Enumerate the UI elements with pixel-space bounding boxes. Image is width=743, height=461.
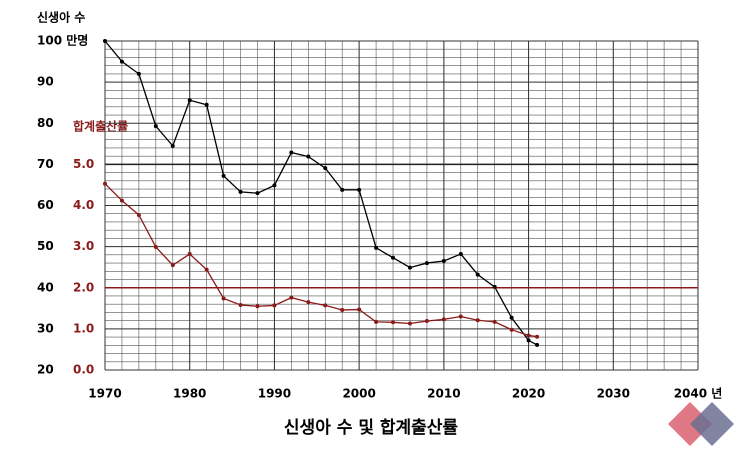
series-line <box>104 40 538 346</box>
point <box>153 124 158 129</box>
point <box>221 173 226 178</box>
point <box>535 342 540 347</box>
point <box>407 265 412 270</box>
point <box>119 59 124 64</box>
point <box>323 303 328 308</box>
point <box>509 315 514 320</box>
point <box>458 314 463 319</box>
point <box>407 321 412 326</box>
point <box>526 333 531 338</box>
y-tick-label: 90 <box>37 75 54 89</box>
point <box>170 263 175 268</box>
series-line <box>104 183 538 338</box>
point <box>441 259 446 264</box>
point <box>391 320 396 325</box>
point <box>289 295 294 300</box>
y-tick-label: 40 <box>37 280 54 294</box>
y-tick-label: 70 <box>37 157 54 171</box>
point <box>272 183 277 188</box>
y-tick-label: 30 <box>37 321 54 335</box>
point <box>475 318 480 323</box>
point <box>424 261 429 266</box>
point <box>204 102 209 107</box>
series-name: 합계출산률 <box>73 119 128 134</box>
point <box>441 317 446 322</box>
point <box>103 181 107 186</box>
point <box>221 296 226 301</box>
y2-tick-label: 4.0 <box>73 198 94 212</box>
y-tick-label: 60 <box>37 198 54 212</box>
x-tick-label: 1970 <box>88 387 121 401</box>
y-tick-label: 50 <box>37 239 54 253</box>
y2-tick-label: 3.0 <box>73 239 94 253</box>
point <box>509 327 514 332</box>
point <box>119 198 124 203</box>
x-tick-label: 2040 년 <box>674 387 723 401</box>
point <box>204 267 209 272</box>
point <box>255 191 260 196</box>
y2-tick-label: 5.0 <box>73 157 94 171</box>
point <box>255 304 260 309</box>
x-tick-label: 2020 <box>512 387 545 401</box>
point <box>289 150 294 155</box>
point <box>374 319 379 324</box>
y2-tick-label: 2.0 <box>73 280 94 294</box>
point <box>306 300 311 305</box>
point <box>340 187 345 192</box>
point <box>306 154 311 159</box>
point <box>374 245 379 250</box>
logo <box>668 402 734 446</box>
point <box>526 338 531 343</box>
x-tick-label: 2030 <box>597 387 630 401</box>
point <box>492 284 497 289</box>
point <box>238 303 243 308</box>
x-tick-label: 1980 <box>173 387 206 401</box>
point <box>340 307 345 312</box>
point <box>153 245 158 250</box>
y-tick-label: 20 <box>37 363 54 377</box>
x-tick-label: 1990 <box>258 387 291 401</box>
point <box>238 189 243 194</box>
point <box>357 187 362 192</box>
x-tick-label: 2000 <box>342 387 375 401</box>
point <box>357 307 362 312</box>
y-tick-label: 100 만명 <box>37 33 88 48</box>
point <box>323 166 328 171</box>
point <box>424 319 429 324</box>
series-name: 신생아 수 <box>37 10 85 25</box>
point <box>187 252 192 257</box>
point <box>475 272 480 277</box>
y2-tick-label: 1.0 <box>73 321 94 335</box>
point <box>391 255 396 260</box>
point <box>187 98 192 103</box>
y2-tick-label: 0.0 <box>73 363 94 377</box>
point <box>272 303 277 308</box>
point <box>136 71 141 76</box>
point <box>103 39 107 43</box>
y-tick-label: 80 <box>37 116 54 130</box>
point <box>458 252 463 257</box>
point <box>492 319 497 324</box>
point <box>535 334 540 339</box>
x-tick-label: 2010 <box>427 387 460 401</box>
point <box>170 143 175 148</box>
point <box>136 212 141 217</box>
chart-title: 신생아 수 및 합계출산률 <box>284 417 459 438</box>
